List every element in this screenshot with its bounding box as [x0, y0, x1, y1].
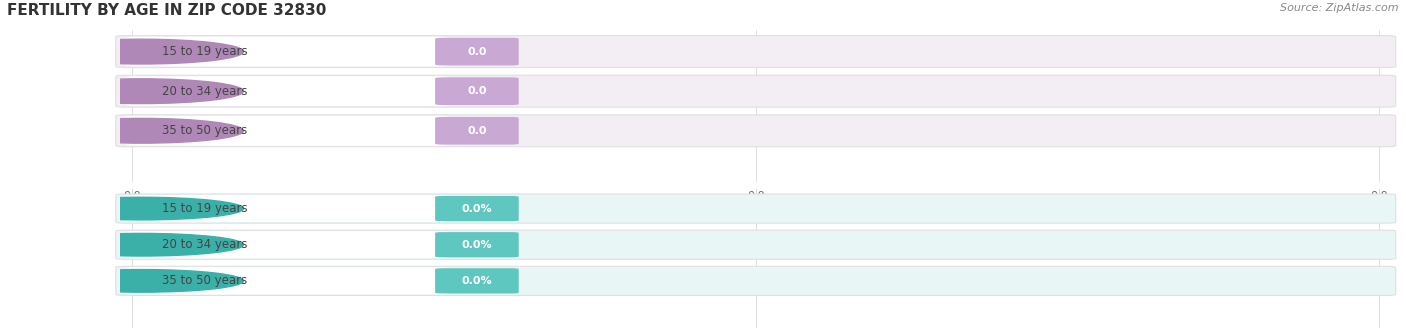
FancyBboxPatch shape	[434, 117, 519, 145]
Text: 0.0%: 0.0%	[461, 276, 492, 286]
Text: 0.0%: 0.0%	[461, 240, 492, 250]
Text: 35 to 50 years: 35 to 50 years	[162, 124, 247, 137]
FancyBboxPatch shape	[115, 75, 1396, 107]
Circle shape	[41, 118, 243, 143]
FancyBboxPatch shape	[127, 267, 447, 295]
FancyBboxPatch shape	[434, 77, 519, 105]
Circle shape	[41, 79, 243, 104]
Text: 0.0: 0.0	[467, 47, 486, 57]
Text: 0.0: 0.0	[1371, 191, 1388, 201]
FancyBboxPatch shape	[127, 231, 447, 258]
Text: Source: ZipAtlas.com: Source: ZipAtlas.com	[1281, 3, 1399, 13]
Text: 0.0: 0.0	[467, 126, 486, 136]
FancyBboxPatch shape	[434, 38, 519, 66]
FancyBboxPatch shape	[115, 194, 1396, 223]
Circle shape	[41, 197, 243, 220]
FancyBboxPatch shape	[434, 232, 519, 257]
FancyBboxPatch shape	[115, 230, 1396, 259]
Text: 0.0: 0.0	[124, 191, 141, 201]
FancyBboxPatch shape	[115, 266, 1396, 296]
Circle shape	[41, 269, 243, 292]
Text: 0.0: 0.0	[747, 191, 765, 201]
FancyBboxPatch shape	[115, 36, 1396, 68]
Text: 15 to 19 years: 15 to 19 years	[162, 202, 247, 215]
Text: 0.0: 0.0	[467, 86, 486, 96]
Circle shape	[41, 233, 243, 256]
FancyBboxPatch shape	[434, 268, 519, 294]
FancyBboxPatch shape	[127, 116, 447, 146]
FancyBboxPatch shape	[127, 37, 447, 67]
Text: FERTILITY BY AGE IN ZIP CODE 32830: FERTILITY BY AGE IN ZIP CODE 32830	[7, 3, 326, 18]
Text: 20 to 34 years: 20 to 34 years	[162, 238, 247, 251]
Text: 15 to 19 years: 15 to 19 years	[162, 45, 247, 58]
FancyBboxPatch shape	[115, 115, 1396, 147]
Text: 35 to 50 years: 35 to 50 years	[162, 274, 247, 287]
FancyBboxPatch shape	[434, 196, 519, 221]
Circle shape	[41, 39, 243, 64]
Text: 0.0%: 0.0%	[461, 204, 492, 213]
FancyBboxPatch shape	[127, 195, 447, 222]
Text: 20 to 34 years: 20 to 34 years	[162, 85, 247, 98]
FancyBboxPatch shape	[127, 76, 447, 106]
